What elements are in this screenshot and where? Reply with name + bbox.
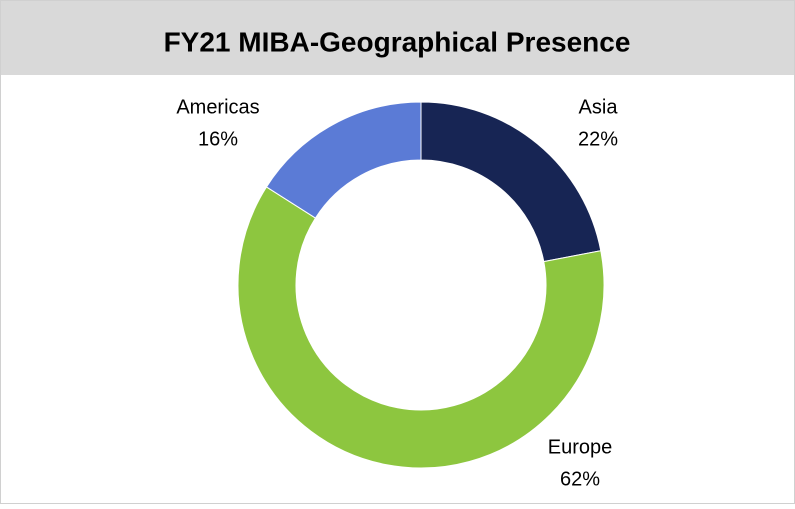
title-band bbox=[1, 1, 794, 75]
slice bbox=[265, 101, 422, 219]
slice-label-name: Americas bbox=[176, 96, 259, 118]
slice-label-name: Europe bbox=[548, 436, 613, 458]
slice-label-value: 62% bbox=[560, 468, 600, 490]
slice bbox=[237, 186, 605, 469]
slice-label-name: Asia bbox=[579, 96, 619, 118]
slice-label-value: 16% bbox=[198, 128, 238, 150]
slice-label-value: 22% bbox=[578, 128, 618, 150]
chart-title: FY21 MIBA-Geographical Presence bbox=[164, 26, 631, 57]
